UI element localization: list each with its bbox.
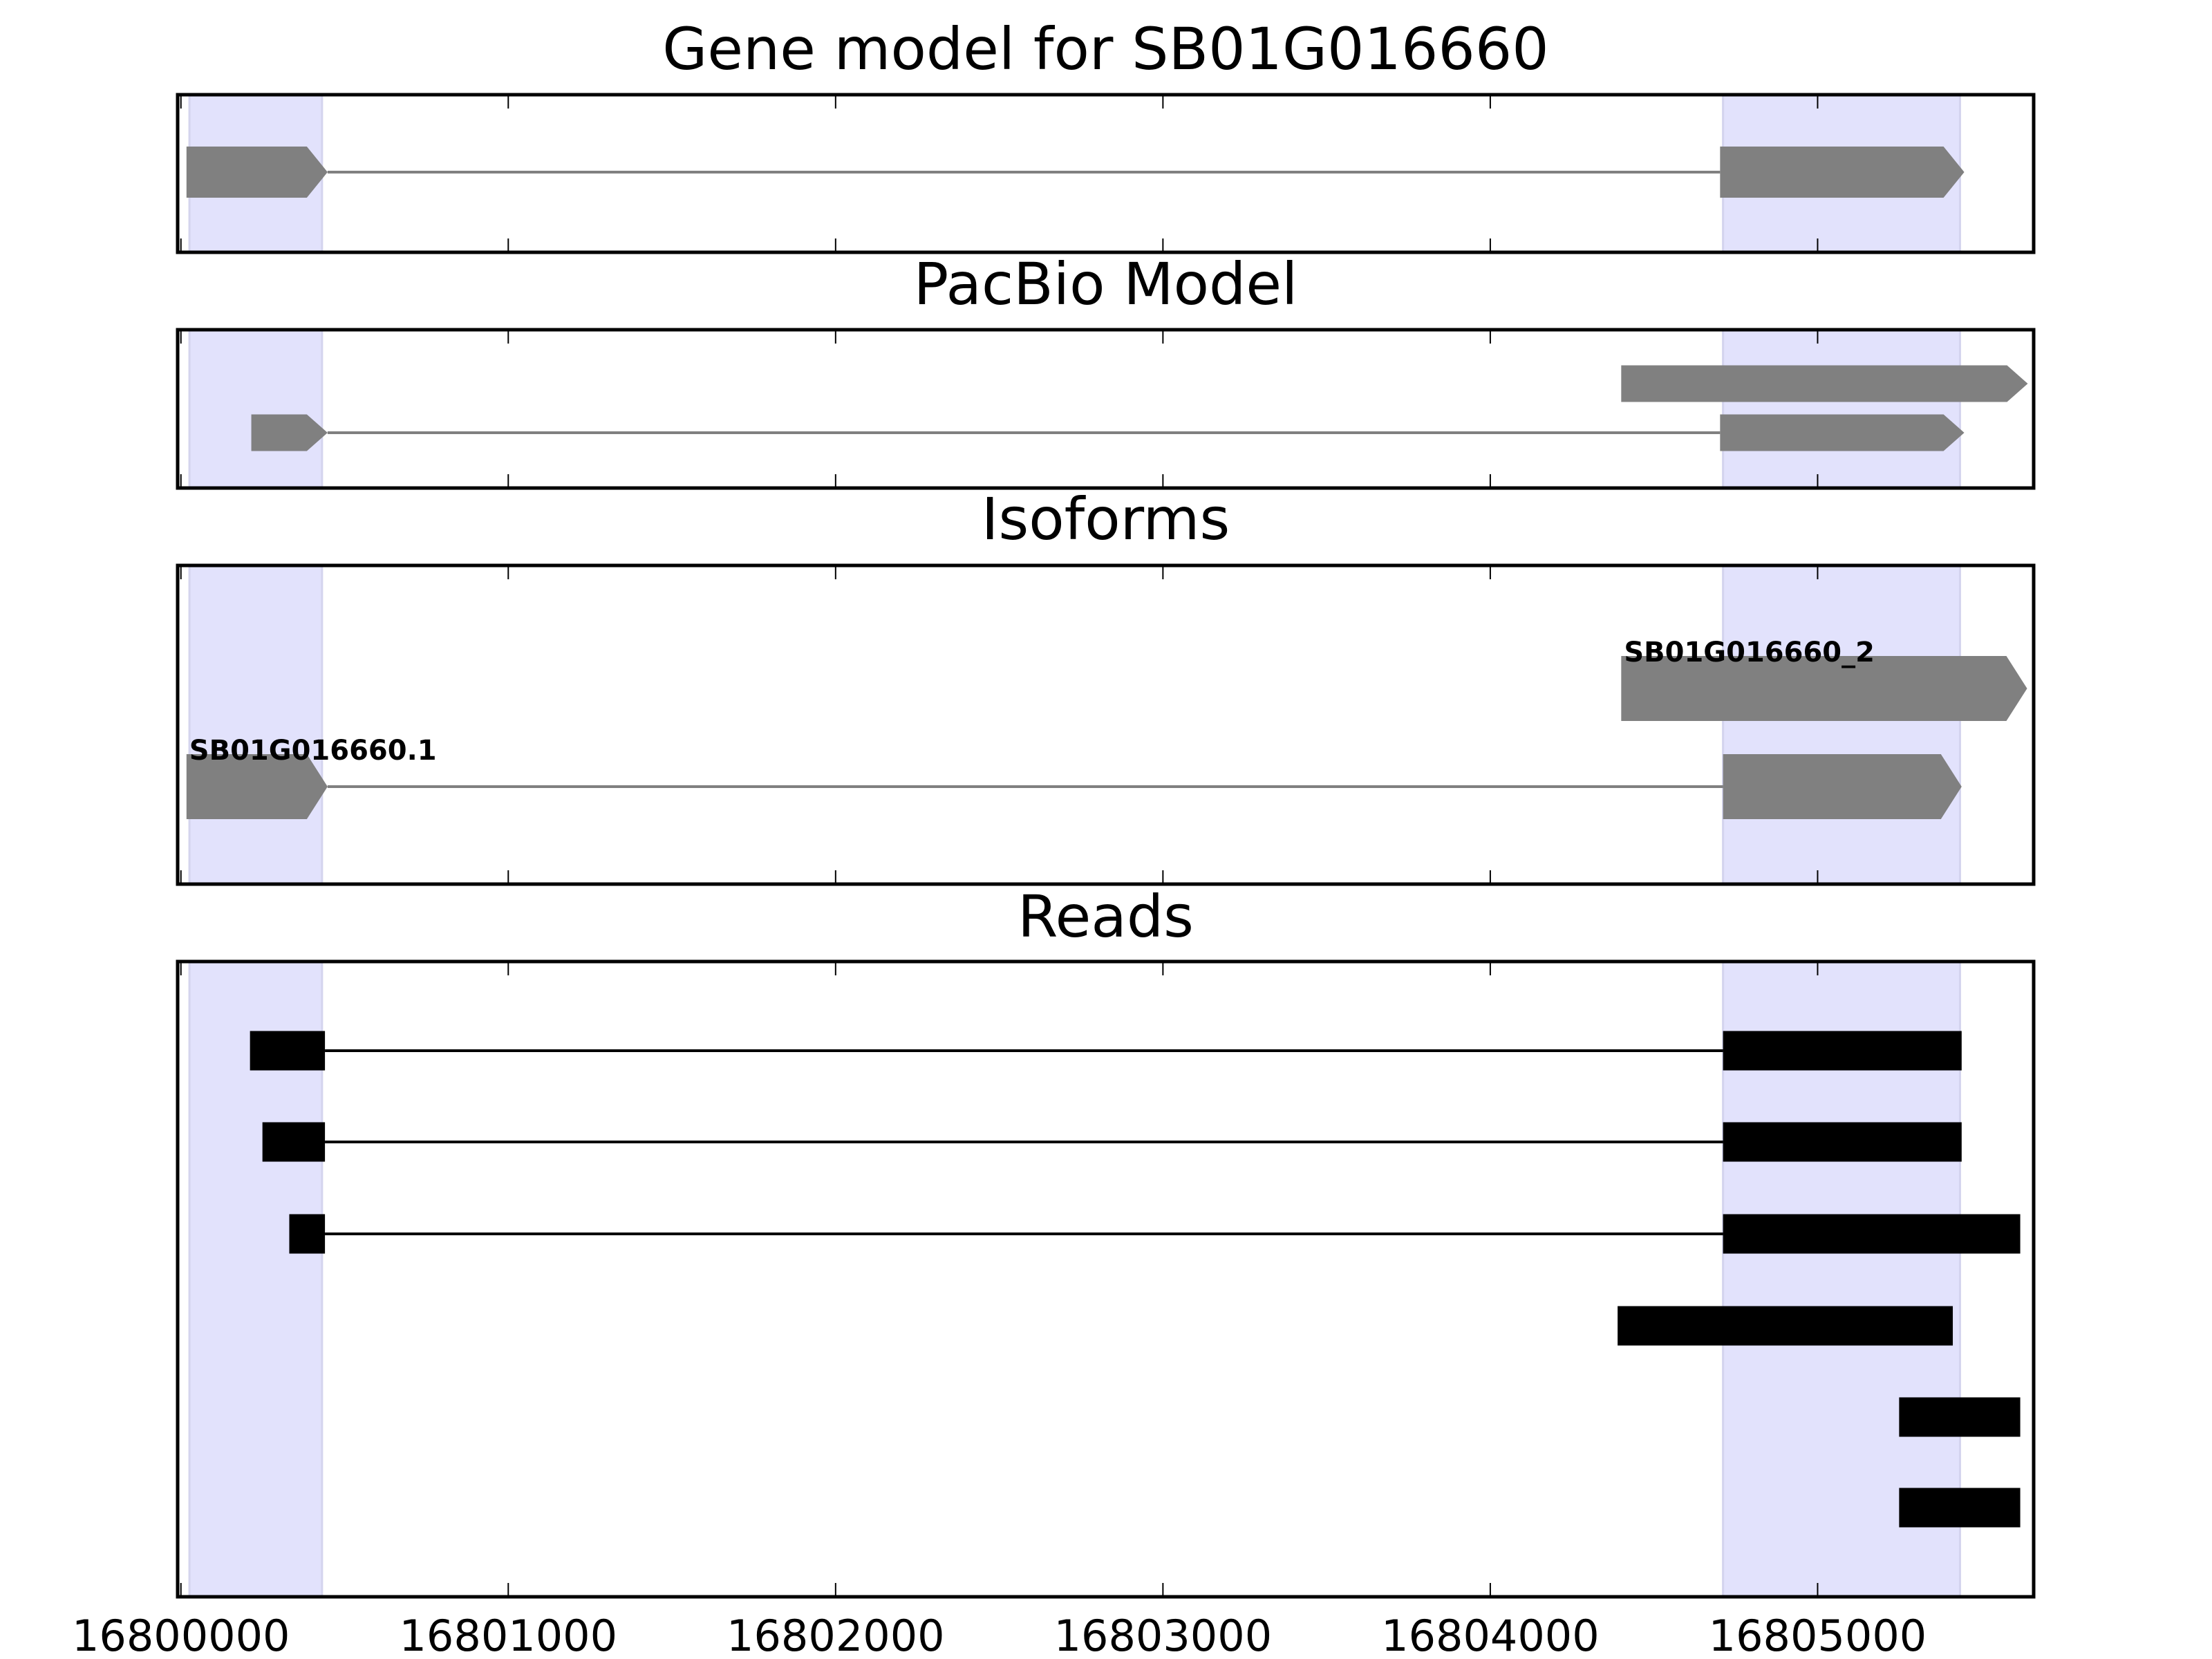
exon [262,1122,326,1162]
exon [251,414,328,451]
x-tick-label: 16800000 [72,1611,290,1659]
exon [289,1214,326,1254]
read [1899,1488,2021,1528]
exon [186,147,328,198]
transcript [1621,365,2028,402]
exon [1723,1031,1962,1071]
panel-gene-model-for-sb01g016660: Gene model for SB01G016660 [176,15,2036,254]
axes-frame [176,328,2036,490]
read [1899,1397,2021,1437]
highlight-region [188,328,324,489]
exon [1618,1306,1953,1346]
highlight-region [1722,564,1961,885]
transcript: SB01G016660_2 [1621,637,2027,721]
exon [1899,1488,2021,1528]
x-tick-label: 16803000 [1054,1611,1273,1659]
x-tick-label: 16805000 [1709,1611,1927,1659]
read [262,1122,1962,1162]
exon-arrow [1621,656,2027,721]
panel-title: Gene model for SB01G016660 [662,15,1548,83]
read [250,1031,1962,1071]
panel-title: Reads [1018,883,1194,950]
transcript [186,147,1965,198]
panel-reads: Reads [176,883,2036,1599]
highlight-region [1722,328,1961,489]
panel-pacbio-model: PacBio Model [176,250,2036,490]
panel-title: Isoforms [982,485,1230,553]
axes-frame [176,959,2036,1599]
exon [1723,1122,1962,1162]
exon [1899,1397,2021,1437]
axes-frame [176,563,2036,886]
read [289,1214,2021,1254]
isoform-label: SB01G016660.1 [189,735,437,767]
axes-frame [176,93,2036,254]
highlight-region [188,564,324,885]
x-tick-label: 16804000 [1381,1611,1600,1659]
transcript: SB01G016660.1 [186,735,1962,819]
exon [186,754,328,819]
panel-title: PacBio Model [914,250,1298,318]
x-tick-label: 16801000 [399,1611,617,1659]
exon [1723,1214,2021,1254]
transcript [251,414,1965,451]
panel-isoforms: Isoforms SB01G016660_2 SB01G016660.1 [176,485,2036,886]
exon-arrow [1720,414,1965,451]
x-tick-label: 16802000 [727,1611,945,1659]
exon-arrow [1621,365,2028,402]
isoform-label: SB01G016660_2 [1624,637,1875,668]
exon-arrow [1723,754,1962,819]
exon [250,1031,326,1071]
read [1618,1306,1953,1346]
exon-arrow [1720,147,1965,198]
